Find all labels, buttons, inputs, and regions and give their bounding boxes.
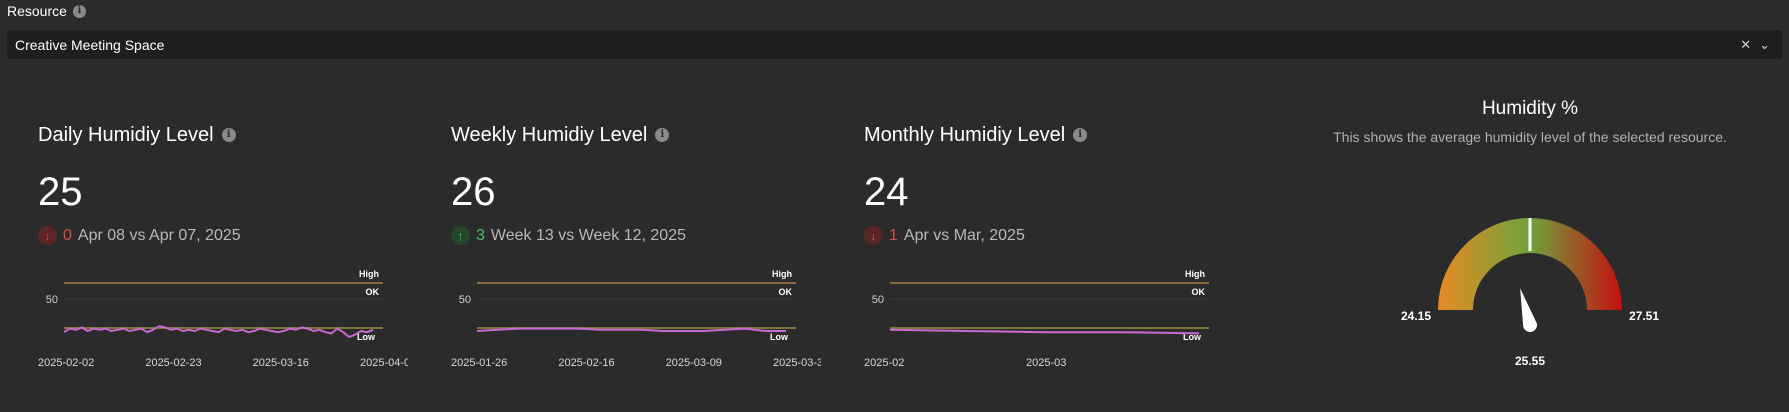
humidity-series-line [476,327,786,332]
chevron-down-icon[interactable]: ⌄ [1759,36,1770,52]
info-icon[interactable]: i [1073,128,1088,142]
weekly-value: 26 [451,170,496,214]
monthly-humidity-card: Monthly Humidiy Level i 24 ↓ 1 Apr vs Ma… [864,122,1244,382]
daily-delta: 0 [63,226,72,244]
arrow-down-icon: ↓ [864,226,883,245]
daily-delta-row: ↓ 0 Apr 08 vs Apr 07, 2025 [38,226,241,245]
resource-select[interactable]: Creative Meeting Space ✕ ⌄ [7,30,1782,59]
resource-header: Resource i [7,3,86,19]
daily-card-title: Daily Humidiy Level [38,123,214,146]
y-tick-label: 50 [459,294,471,306]
arrow-down-icon: ↓ [38,226,57,245]
daily-sparkline-chart: High OK Low 50 2025-02-02 2025-02-23 2025-03-1… [38,269,408,369]
x-tick-label: 2025-03-30 [773,357,821,369]
high-label: High [359,269,379,279]
low-label: Low [1183,332,1202,342]
low-label: Low [770,332,789,342]
gauge-description: This shows the average humidity level of… [1333,129,1727,145]
gauge-value-label: 25.55 [1515,354,1545,368]
close-icon[interactable]: ✕ [1740,36,1752,52]
monthly-card-title: Monthly Humidiy Level [864,123,1066,146]
monthly-comparison: Apr vs Mar, 2025 [903,226,1025,244]
humidity-gauge: 24.15 27.51 25.55 [1401,218,1659,368]
info-icon[interactable]: i [72,4,86,18]
weekly-sparkline-chart: High OK Low 50 2025-01-26 2025-02-16 2025-03-0… [451,269,821,369]
x-tick-label: 2025-02-02 [38,357,94,369]
x-tick-label: 2025-01-26 [451,357,507,369]
ok-label: OK [779,287,793,297]
high-label: High [1185,269,1205,279]
weekly-delta: 3 [476,226,485,244]
x-tick-label: 2025-02 [864,357,904,369]
arrow-up-icon: ↑ [451,226,470,245]
info-icon[interactable]: i [655,128,670,142]
monthly-sparkline-chart: High OK Low 50 2025-02 2025-03 [864,269,1209,369]
daily-comparison: Apr 08 vs Apr 07, 2025 [77,226,241,244]
weekly-humidity-card: Weekly Humidiy Level i 26 ↑ 3 Week 13 vs… [451,122,831,382]
gauge-needle [1520,288,1537,332]
daily-humidity-card: Daily Humidiy Level i 25 ↓ 0 Apr 08 vs A… [38,122,418,382]
x-tick-label: 2025-03-16 [253,357,309,369]
monthly-value: 24 [864,170,909,214]
x-tick-label: 2025-02-23 [145,357,201,369]
x-tick-label: 2025-03-09 [666,357,722,369]
low-label: Low [357,332,376,342]
x-tick-label: 2025-03 [1026,357,1066,369]
info-icon[interactable]: i [221,128,236,142]
y-tick-label: 50 [46,294,58,306]
monthly-delta: 1 [889,226,898,244]
x-tick-label: 2025-04-06 [360,357,408,369]
humidity-series-line [889,328,1200,335]
resource-selected-value: Creative Meeting Space [15,36,165,53]
gauge-max-label: 27.51 [1629,309,1659,323]
resource-label: Resource [7,3,67,19]
weekly-delta-row: ↑ 3 Week 13 vs Week 12, 2025 [451,226,686,245]
high-label: High [772,269,792,279]
humidity-series-line [63,325,374,338]
ok-label: OK [366,287,380,297]
daily-value: 25 [38,170,83,214]
monthly-delta-row: ↓ 1 Apr vs Mar, 2025 [864,226,1025,245]
gauge-arc [1438,218,1622,310]
gauge-title: Humidity % [1481,98,1579,119]
weekly-comparison: Week 13 vs Week 12, 2025 [490,226,686,244]
weekly-card-title: Weekly Humidiy Level [451,123,648,146]
gauge-min-label: 24.15 [1401,309,1431,323]
ok-label: OK [1192,287,1206,297]
x-tick-label: 2025-02-16 [558,357,614,369]
y-tick-label: 50 [872,294,884,306]
